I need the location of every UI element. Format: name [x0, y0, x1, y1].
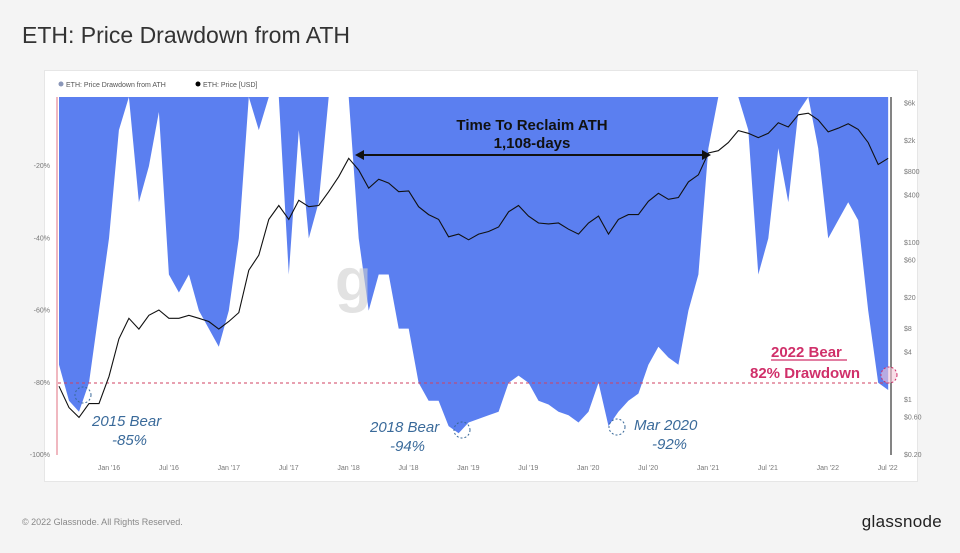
x-tick-label: Jan '22: [817, 465, 839, 472]
y-right-tick-label: $100: [904, 240, 920, 247]
y-right-tick-label: $6k: [904, 100, 916, 107]
legend-price: ETH: Price [USD]: [203, 82, 258, 89]
bear-2018-label: 2018 Bear: [369, 419, 440, 436]
x-tick-label: Jan '17: [218, 465, 240, 472]
marker-2015: [74, 386, 92, 404]
x-tick-label: Jul '22: [878, 465, 898, 472]
y-left-tick-label: -60%: [34, 308, 50, 315]
marker-2020: [608, 418, 626, 436]
watermark: g: [335, 246, 372, 313]
bear-2022-value: 82% Drawdown: [750, 365, 860, 382]
mar-2020-value: -92%: [652, 436, 687, 453]
y-left-tick-label: -20%: [34, 163, 50, 170]
bear-2018-value: -94%: [390, 438, 425, 455]
y-right-tick-label: $0.60: [904, 414, 922, 421]
x-tick-label: Jan '20: [577, 465, 599, 472]
bear-2015-label: 2015 Bear: [91, 413, 162, 430]
marker-2018: [453, 421, 471, 439]
x-tick-label: Jul '21: [758, 465, 778, 472]
bear-annotations: 2015 Bear -85% 2018 Bear -94% Mar 2020 -…: [74, 386, 698, 455]
marker-2022: [880, 366, 898, 384]
x-axis: Jan '16 Jul '16 Jan '17 Jul '17 Jan '18 Jul '…: [98, 465, 898, 472]
legend-swatch-price: [195, 81, 201, 87]
y-right-tick-label: $4: [904, 350, 912, 357]
legend-drawdown: ETH: Price Drawdown from ATH: [66, 82, 166, 89]
x-tick-label: Jul '20: [638, 465, 658, 472]
x-tick-label: Jan '16: [98, 465, 120, 472]
bear-2022-annotation: 2022 Bear 82% Drawdown: [750, 344, 898, 384]
x-tick-label: Jul '17: [279, 465, 299, 472]
x-tick-label: Jul '18: [398, 465, 418, 472]
legend-swatch-drawdown: [58, 81, 64, 87]
copyright: © 2022 Glassnode. All Rights Reserved.: [22, 517, 183, 527]
mar-2020-label: Mar 2020: [634, 417, 698, 434]
y-axis-left: -20% -40% -60% -80% -100%: [30, 163, 50, 459]
reclaim-days: 1,108-days: [494, 135, 571, 152]
bear-2022-label: 2022 Bear: [771, 344, 842, 361]
x-tick-label: Jan '18: [337, 465, 359, 472]
bear-2015-value: -85%: [112, 432, 147, 449]
y-axis-right: $6k $2k $800 $400 $100 $60 $20 $8 $4 $1 $0.60 $0.20: [904, 100, 922, 458]
x-tick-label: Jul '16: [159, 465, 179, 472]
y-right-tick-label: $400: [904, 193, 920, 200]
reclaim-title: Time To Reclaim ATH: [456, 117, 607, 134]
y-right-tick-label: $0.20: [904, 452, 922, 459]
legend: ETH: Price Drawdown from ATH ETH: Price …: [58, 81, 258, 89]
drawdown-area: [59, 97, 889, 434]
y-right-tick-label: $8: [904, 326, 912, 333]
y-left-tick-label: -80%: [34, 380, 50, 387]
x-tick-label: Jan '19: [457, 465, 479, 472]
y-right-tick-label: $20: [904, 295, 916, 302]
page-title: ETH: Price Drawdown from ATH: [22, 22, 351, 48]
reclaim-annotation: Time To Reclaim ATH 1,108-days: [355, 117, 711, 160]
x-tick-label: Jul '19: [518, 465, 538, 472]
y-right-tick-label: $800: [904, 169, 920, 176]
y-left-tick-label: -100%: [30, 452, 50, 459]
y-right-tick-label: $60: [904, 257, 916, 264]
y-right-tick-label: $1: [904, 397, 912, 404]
glassnode-logo: glassnode: [861, 512, 942, 531]
y-right-tick-label: $2k: [904, 138, 916, 145]
x-tick-label: Jan '21: [697, 465, 719, 472]
y-left-tick-label: -40%: [34, 235, 50, 242]
price-line: [58, 112, 889, 419]
